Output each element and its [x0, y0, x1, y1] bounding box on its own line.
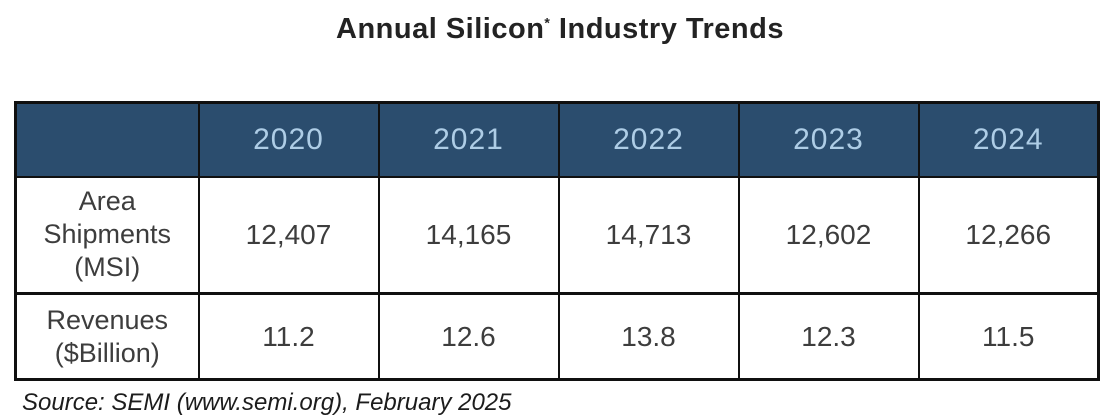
year-header-2022: 2022 — [557, 101, 740, 178]
table-cell-shipments-2024: 12,266 — [917, 175, 1100, 295]
table-row-revenues: Revenues ($Billion) 11.2 12.6 13.8 12.3 … — [14, 292, 1100, 381]
table-row-area-shipments: Area Shipments (MSI) 12,407 14,165 14,71… — [14, 175, 1100, 295]
row-label-revenues: Revenues ($Billion) — [14, 292, 200, 381]
chart-title-text-after: Industry Trends — [550, 13, 784, 45]
chart-title: Annual Silicon* Industry Trends — [0, 13, 1120, 46]
source-note: Source: SEMI (www.semi.org), February 20… — [22, 389, 512, 416]
chart-title-text: Annual Silicon — [336, 13, 545, 45]
row-label-line: Shipments — [43, 219, 172, 250]
corner-cell — [14, 101, 200, 178]
header-row: 2020 2021 2022 2023 2024 — [14, 101, 1100, 178]
table-cell-shipments-2020: 12,407 — [197, 175, 380, 295]
row-label-area-shipments: Area Shipments (MSI) — [14, 175, 200, 295]
row-label-line: ($Billion) — [54, 337, 160, 368]
year-header-2021: 2021 — [377, 101, 560, 178]
data-table: 2020 2021 2022 2023 2024 Area Shipments … — [14, 101, 1100, 381]
figure: Annual Silicon* Industry Trends 2020 202… — [0, 13, 1120, 420]
year-header-2024: 2024 — [917, 101, 1100, 178]
row-label-line: Revenues — [46, 304, 169, 335]
chart-title-superscript: * — [544, 14, 551, 31]
table-cell-revenues-2020: 11.2 — [197, 292, 380, 381]
table-cell-revenues-2024: 11.5 — [917, 292, 1100, 381]
row-label-line: (MSI) — [74, 252, 141, 283]
table-cell-shipments-2023: 12,602 — [737, 175, 920, 295]
table-cell-revenues-2021: 12.6 — [377, 292, 560, 381]
year-header-2023: 2023 — [737, 101, 920, 178]
table-cell-shipments-2021: 14,165 — [377, 175, 560, 295]
year-header-2020: 2020 — [197, 101, 380, 178]
table-cell-revenues-2022: 13.8 — [557, 292, 740, 381]
table-cell-shipments-2022: 14,713 — [557, 175, 740, 295]
row-label-line: Area — [78, 186, 136, 217]
table-cell-revenues-2023: 12.3 — [737, 292, 920, 381]
